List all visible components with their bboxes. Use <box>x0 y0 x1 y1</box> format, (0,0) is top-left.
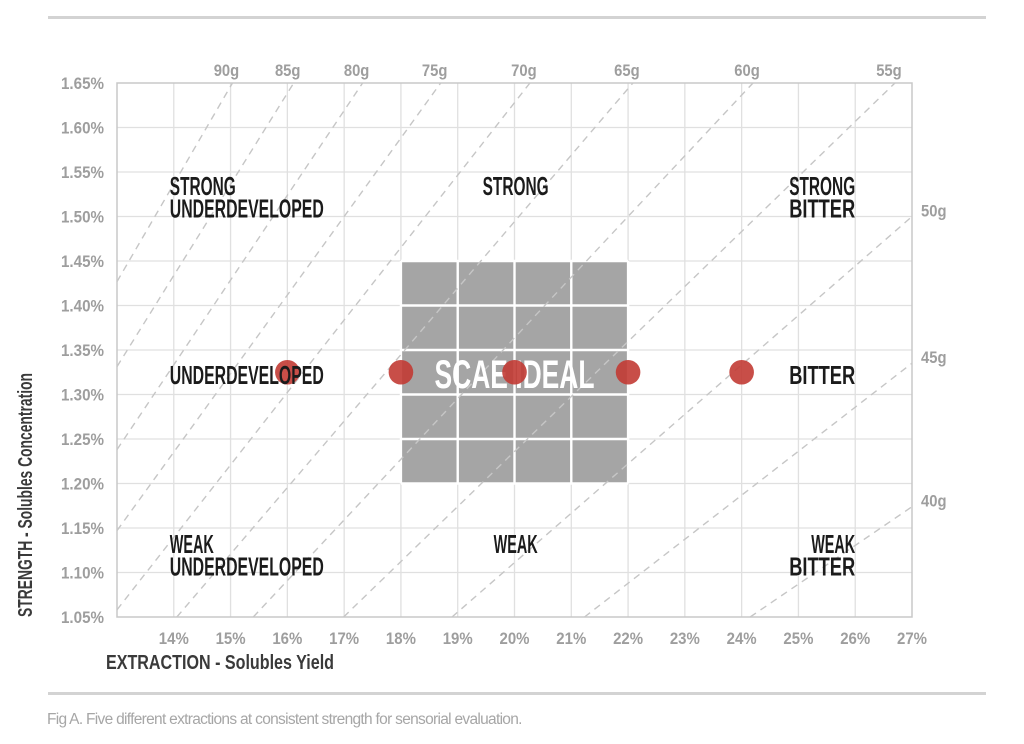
y-axis-title: STRENGTH - Solubles Concentration <box>15 373 37 617</box>
y-tick-label: 1.60% <box>61 119 104 138</box>
x-tick-label: 21% <box>556 629 586 648</box>
brew-ratio-line-75g <box>116 82 442 532</box>
x-tick-label: 26% <box>840 629 870 648</box>
data-point-22pct <box>615 359 641 385</box>
x-tick-label: 15% <box>216 629 246 648</box>
y-tick-label: 1.35% <box>61 341 104 360</box>
region-label: WEAK <box>170 529 214 559</box>
region-label: STRONG <box>483 171 549 201</box>
brew-ratio-line-50g <box>451 215 913 618</box>
y-tick-label: 1.50% <box>61 208 104 227</box>
region-label: STRONG <box>789 171 855 201</box>
brew-ratio-label-40g: 40g <box>921 492 947 511</box>
y-tick-label: 1.65% <box>61 74 104 93</box>
x-tick-label: 16% <box>272 629 302 648</box>
brew-ratio-label-80g: 80g <box>344 61 370 80</box>
brew-ratio-label-75g: 75g <box>422 61 448 80</box>
data-point-16pct <box>275 359 300 385</box>
brew-ratio-label-55g: 55g <box>876 61 902 80</box>
x-tick-label: 19% <box>443 629 473 648</box>
data-point-18pct <box>388 359 414 385</box>
bottom-divider <box>48 692 986 695</box>
region-label: WEAK <box>811 529 855 559</box>
x-axis-title: EXTRACTION - Solubles Yield <box>106 652 334 674</box>
x-tick-label: 14% <box>159 629 189 648</box>
brew-ratio-label-85g: 85g <box>275 61 301 80</box>
data-points <box>275 359 754 385</box>
x-tick-label: 17% <box>329 629 359 648</box>
region-label: BITTER <box>789 360 855 390</box>
brew-ratio-line-80g <box>116 82 364 450</box>
brew-ratio-label-70g: 70g <box>511 61 537 80</box>
brew-ratio-line-40g <box>749 506 913 618</box>
brew-ratio-label-60g: 60g <box>734 61 760 80</box>
y-tick-label: 1.05% <box>61 608 104 627</box>
brew-ratio-labels: 90g 85g 80g 75g 70g 65g 60g 55g 50g 45g 40g <box>214 61 947 511</box>
y-tick-label: 1.25% <box>61 430 104 449</box>
brew-ratio-label-65g: 65g <box>614 61 640 80</box>
y-tick-label: 1.10% <box>61 564 104 583</box>
x-tick-label: 23% <box>670 629 700 648</box>
y-tick-label: 1.45% <box>61 252 104 271</box>
y-tick-label: 1.20% <box>61 475 104 494</box>
brew-ratio-line-55g <box>343 82 896 618</box>
y-tick-label: 1.55% <box>61 163 104 182</box>
brew-ratio-line-65g <box>176 82 634 618</box>
region-label: BITTER <box>789 551 855 581</box>
brew-ratio-line-85g <box>116 82 295 367</box>
x-tick-label: 22% <box>613 629 643 648</box>
x-tick-label: 24% <box>727 629 757 648</box>
data-point-24pct <box>729 359 754 385</box>
x-axis-ticks: 14% 15% 16% 17% 18% 19% 20% 21% 22% 23% 24% 25% 26% 2… <box>159 629 927 648</box>
y-tick-label: 1.15% <box>61 519 104 538</box>
brew-ratio-line-90g <box>116 82 234 282</box>
brew-ratio-line-60g <box>252 82 754 618</box>
region-label: BITTER <box>789 193 855 223</box>
brew-ratio-lines <box>116 82 913 618</box>
y-axis-ticks: 1.65% 1.60% 1.55% 1.50% 1.45% 1.40% 1.35% 1.30%… <box>61 74 104 627</box>
plot-border <box>116 82 913 618</box>
brew-ratio-line-45g <box>584 362 913 618</box>
ideal-box-grid <box>399 259 630 485</box>
region-label: UNDERDEVELOPED <box>170 193 324 223</box>
data-point-20pct <box>502 359 527 385</box>
brew-ratio-label-45g: 45g <box>921 348 947 367</box>
x-tick-label: 27% <box>897 629 927 648</box>
x-tick-label: 18% <box>386 629 416 648</box>
x-tick-label: 25% <box>783 629 813 648</box>
y-tick-label: 1.40% <box>61 297 104 316</box>
region-label: UNDERDEVELOPED <box>170 360 324 390</box>
brew-ratio-label-90g: 90g <box>214 61 240 80</box>
brew-ratio-label-50g: 50g <box>921 202 947 221</box>
x-tick-label: 20% <box>500 629 530 648</box>
figure-caption: Fig A. Five different extractions at con… <box>47 711 522 728</box>
region-label: STRONG <box>170 171 236 201</box>
region-label: WEAK <box>494 529 538 559</box>
y-tick-label: 1.30% <box>61 386 104 405</box>
region-label: UNDERDEVELOPED <box>170 551 324 581</box>
top-divider <box>48 16 986 19</box>
